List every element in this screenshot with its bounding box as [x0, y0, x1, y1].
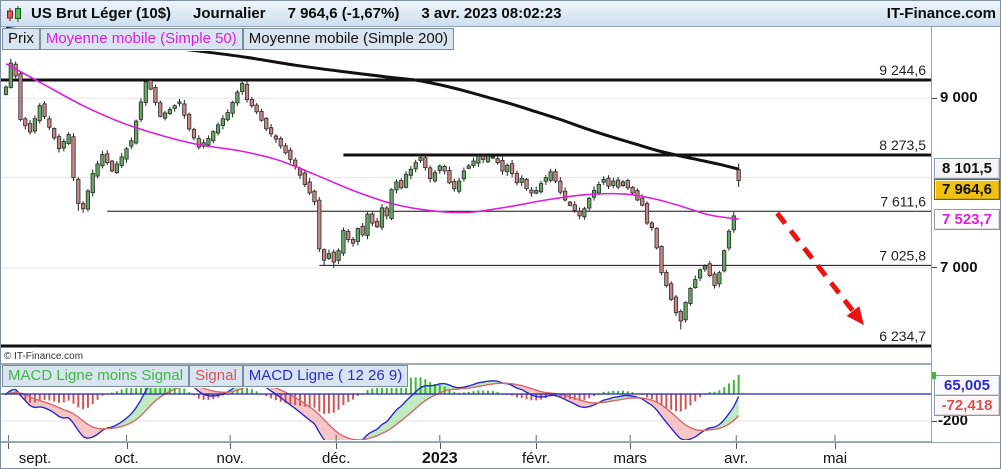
month-tick [736, 443, 738, 449]
instrument-name: US Brut Léger (10$) [31, 5, 172, 22]
ma50-value-box: 7 523,7 [934, 209, 1000, 231]
level-label: 6 234,7 [879, 328, 926, 344]
macd-bottom-border [1, 441, 931, 442]
hist-value-marker [932, 372, 936, 380]
month-label: mai [822, 450, 848, 467]
timeframe-label: Journalier [193, 5, 266, 22]
price-tick [932, 97, 937, 99]
level-label: 7 025,8 [879, 247, 926, 263]
legend-signal-chip[interactable]: Signal [189, 365, 243, 387]
ma200-line[interactable] [5, 27, 740, 171]
price-tick-label: 9 000 [940, 89, 978, 107]
ma50-line[interactable] [5, 63, 739, 220]
brand-logo: IT-Finance.com [886, 5, 996, 22]
month-tick [439, 443, 441, 449]
macd-plot [5, 373, 740, 440]
level-label: 9 244,6 [879, 62, 926, 78]
month-tick [336, 443, 338, 449]
macd-tick-label: -200 [938, 412, 969, 430]
title-bar: US Brut Léger (10$) Journalier 7 964,6 (… [1, 1, 1000, 27]
price-legend: Prix Moyenne mobile (Simple 50) Moyenne … [2, 28, 455, 50]
legend-price-chip[interactable]: Prix [2, 28, 40, 50]
month-tick [126, 443, 128, 449]
last-price-box: 7 964,6 [934, 179, 1000, 201]
price-tick [932, 267, 937, 269]
macd-tick [932, 420, 937, 422]
month-label: mars [613, 450, 647, 467]
price-tick-label: 7 000 [940, 258, 978, 276]
level-label: 8 273,5 [879, 137, 926, 153]
plot-svg[interactable]: 9 244,6 8 273,5 7 611,6 7 025,8 6 234,7 [1, 1, 931, 442]
month-label: oct. [114, 450, 139, 467]
month-label: févr. [522, 450, 551, 467]
time-axis[interactable]: sept. oct. nov. déc. 2023 févr. mars avr. mai [1, 442, 1000, 468]
month-tick [630, 443, 632, 449]
legend-macd-line-chip[interactable]: MACD Ligne ( 12 26 9) [242, 365, 409, 387]
candlestick-icon [7, 5, 21, 22]
legend-ma200-chip[interactable]: Moyenne mobile (Simple 200) [242, 28, 455, 50]
macd-legend: MACD Ligne moins Signal Signal MACD Lign… [2, 365, 409, 387]
level-label: 7 611,6 [880, 193, 926, 209]
month-tick [835, 443, 837, 449]
month-tick [8, 443, 10, 449]
ma200-value-box: 8 101,5 [934, 158, 1000, 180]
legend-ma50-chip[interactable]: Moyenne mobile (Simple 50) [39, 28, 243, 50]
down-arrow-annotation[interactable] [775, 211, 864, 326]
legend-macd-hist-chip[interactable]: MACD Ligne moins Signal [2, 365, 190, 387]
macd-line [5, 378, 740, 440]
month-label: déc. [321, 450, 351, 467]
macd-value-box: 65,005 [934, 375, 1000, 397]
month-label: avr. [724, 450, 749, 467]
watermark: © IT-Finance.com [4, 351, 84, 362]
month-label: sept. [18, 450, 52, 467]
price-axis[interactable]: 9 000 7 000 8 101,5 7 964,6 7 523,7 -200 65,00… [931, 27, 1000, 442]
macd-signal-line [5, 382, 740, 440]
month-label: nov. [216, 450, 244, 467]
panel-separator[interactable] [1, 363, 931, 365]
quote-datetime: 3 avr. 2023 08:02:23 [421, 5, 562, 22]
signal-value-box: -72,418 [934, 394, 1000, 416]
month-label: 2023 [422, 450, 458, 467]
last-quote: 7 964,6 (-1,67%) [287, 5, 400, 22]
month-tick [230, 443, 232, 449]
month-tick [536, 443, 538, 449]
